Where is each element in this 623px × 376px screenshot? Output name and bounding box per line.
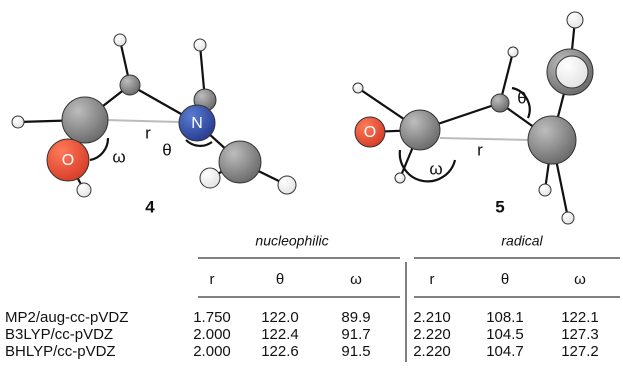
cell: 104.7 bbox=[486, 343, 524, 360]
table: nucleophilic radical r θ ω r θ ω MP2/aug-cc-pV… bbox=[5, 233, 620, 362]
cell: 108.1 bbox=[486, 309, 524, 326]
group-header: nucleophilic bbox=[255, 233, 328, 249]
compound-label: 4 bbox=[145, 197, 155, 216]
column-header: r bbox=[430, 271, 435, 288]
column-header: ω bbox=[574, 271, 586, 288]
column-header: θ bbox=[276, 271, 284, 288]
cell: 122.4 bbox=[261, 326, 299, 343]
molecule-5: O r θ ω 5 bbox=[353, 12, 593, 224]
cell: 1.750 bbox=[193, 309, 231, 326]
cell: 122.6 bbox=[261, 343, 299, 360]
geometry-label: ω bbox=[429, 159, 442, 178]
cell: 122.0 bbox=[261, 309, 299, 326]
cell: 104.5 bbox=[486, 326, 524, 343]
row-label: MP2/aug-cc-pVDZ bbox=[5, 309, 128, 326]
figure-page: O N r θ ω 4 O r θ ω 5 nucleophi bbox=[0, 0, 623, 376]
atom-label: O bbox=[364, 124, 376, 141]
geometry-label: r bbox=[477, 140, 483, 159]
cell: 91.5 bbox=[341, 343, 370, 360]
cell: 127.3 bbox=[561, 326, 599, 343]
row-label: B3LYP/cc-pVDZ bbox=[5, 326, 113, 343]
cell: 2.000 bbox=[193, 343, 231, 360]
cell: 2.220 bbox=[413, 326, 451, 343]
cell: 2.000 bbox=[193, 326, 231, 343]
geometry-label: θ bbox=[162, 140, 171, 159]
cell: 2.220 bbox=[413, 343, 451, 360]
cell: 2.210 bbox=[413, 309, 451, 326]
column-header: r bbox=[210, 271, 215, 288]
row-label: BHLYP/cc-pVDZ bbox=[5, 343, 116, 360]
atom-label: O bbox=[62, 152, 74, 169]
cell: 91.7 bbox=[341, 326, 370, 343]
atom-label: N bbox=[191, 115, 203, 132]
figure: O N r θ ω 4 O r θ ω 5 nucleophi bbox=[0, 0, 623, 376]
column-header: ω bbox=[350, 271, 362, 288]
column-header: θ bbox=[501, 271, 509, 288]
cell: 89.9 bbox=[341, 309, 370, 326]
geometry-label: ω bbox=[112, 147, 125, 166]
molecule-4: O N r θ ω 4 bbox=[12, 34, 296, 216]
cell: 122.1 bbox=[561, 309, 599, 326]
geometry-label: r bbox=[145, 123, 151, 142]
geometry-label: θ bbox=[517, 88, 526, 107]
compound-label: 5 bbox=[495, 197, 504, 216]
cell: 127.2 bbox=[561, 343, 599, 360]
group-header: radical bbox=[501, 233, 543, 249]
